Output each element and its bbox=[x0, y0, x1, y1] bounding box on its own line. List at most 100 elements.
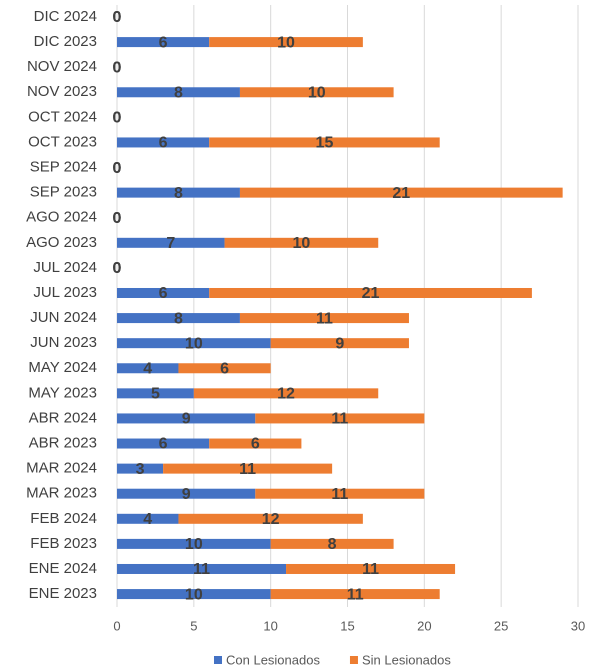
data-label: 0 bbox=[113, 160, 122, 177]
y-tick-label: JUL 2023 bbox=[33, 284, 97, 301]
data-label: 10 bbox=[293, 235, 311, 252]
y-tick-label: AGO 2024 bbox=[26, 209, 97, 226]
data-label: 0 bbox=[113, 59, 122, 76]
data-label: 21 bbox=[362, 285, 380, 302]
x-tick-label: 10 bbox=[263, 618, 277, 633]
data-label: 0 bbox=[113, 110, 122, 127]
bar-segment bbox=[193, 388, 379, 399]
x-tick-label: 20 bbox=[417, 618, 431, 633]
data-label: 5 bbox=[151, 386, 160, 403]
bar-segment bbox=[255, 488, 425, 499]
data-label: 9 bbox=[182, 411, 191, 428]
bar-segment bbox=[117, 563, 287, 574]
y-tick-label: JUN 2023 bbox=[30, 334, 97, 351]
data-label: 9 bbox=[335, 335, 344, 352]
y-tick-label: AGO 2023 bbox=[26, 234, 97, 251]
y-tick-label: ABR 2024 bbox=[29, 409, 97, 426]
bar-segment bbox=[286, 563, 456, 574]
x-tick-label: 30 bbox=[571, 618, 585, 633]
data-label: 11 bbox=[193, 561, 210, 578]
bar-segment bbox=[270, 538, 394, 549]
data-label: 6 bbox=[159, 285, 168, 302]
legend-swatch bbox=[349, 656, 358, 664]
x-tick-label: 25 bbox=[494, 618, 508, 633]
bar-segment bbox=[117, 137, 210, 148]
bar-segment bbox=[117, 287, 210, 298]
legend-label: Con Lesionados bbox=[226, 652, 320, 667]
data-label: 11 bbox=[239, 461, 256, 478]
bar-segment bbox=[117, 338, 271, 349]
data-label: 0 bbox=[113, 160, 122, 177]
data-label: 0 bbox=[113, 210, 122, 227]
bar-segment bbox=[209, 438, 302, 449]
bar-segment bbox=[117, 513, 179, 524]
bar-segment bbox=[178, 513, 363, 524]
legend-swatch bbox=[214, 656, 222, 664]
data-label: 0 bbox=[113, 110, 122, 127]
data-label: 8 bbox=[174, 84, 183, 101]
data-label: 10 bbox=[308, 84, 326, 101]
bar-segment bbox=[239, 313, 409, 324]
bar-segment bbox=[117, 237, 225, 248]
bar-segment bbox=[117, 589, 271, 600]
y-tick-label: JUL 2024 bbox=[33, 259, 97, 276]
data-label: 12 bbox=[262, 511, 280, 528]
bar-segment bbox=[117, 363, 179, 374]
bar-segment bbox=[117, 388, 194, 399]
bar-segment bbox=[117, 538, 271, 549]
y-tick-label: SEP 2023 bbox=[30, 184, 97, 201]
y-tick-label: FEB 2023 bbox=[30, 535, 97, 552]
data-label: 6 bbox=[220, 360, 229, 377]
legend-label: Sin Lesionados bbox=[362, 652, 451, 667]
bar-segment bbox=[117, 488, 256, 499]
y-tick-label: NOV 2024 bbox=[27, 58, 97, 75]
y-tick-label: NOV 2023 bbox=[27, 83, 97, 100]
y-tick-label: DIC 2023 bbox=[34, 33, 97, 50]
data-label: 4 bbox=[143, 511, 152, 528]
bar-segment bbox=[270, 589, 440, 600]
data-label: 9 bbox=[182, 486, 191, 503]
y-tick-label: ENE 2024 bbox=[29, 560, 97, 577]
data-label: 6 bbox=[159, 135, 168, 152]
y-tick-label: OCT 2024 bbox=[28, 108, 97, 125]
data-label: 3 bbox=[136, 461, 145, 478]
data-label: 8 bbox=[174, 310, 183, 327]
data-label: 11 bbox=[362, 561, 379, 578]
x-tick-label: 15 bbox=[340, 618, 354, 633]
bar-segment bbox=[117, 87, 240, 98]
bar-segment bbox=[117, 438, 210, 449]
x-tick-label: 0 bbox=[113, 618, 120, 633]
data-label: 6 bbox=[159, 436, 168, 453]
y-tick-label: OCT 2023 bbox=[28, 133, 97, 150]
data-label: 15 bbox=[316, 135, 334, 152]
bar-segment bbox=[163, 463, 333, 474]
y-tick-label: DIC 2024 bbox=[34, 8, 97, 25]
data-label: 11 bbox=[347, 586, 364, 603]
bar-segment bbox=[117, 413, 256, 424]
bar-segment bbox=[117, 313, 240, 324]
bar-segment bbox=[178, 363, 271, 374]
data-label: 10 bbox=[185, 536, 203, 553]
data-label: 10 bbox=[277, 34, 295, 51]
bar-segment bbox=[255, 413, 425, 424]
bar-segment bbox=[209, 37, 363, 48]
y-tick-label: MAY 2023 bbox=[28, 384, 97, 401]
data-label: 6 bbox=[251, 436, 260, 453]
data-label: 0 bbox=[113, 210, 122, 227]
x-tick-label: 5 bbox=[190, 618, 197, 633]
y-tick-label: MAY 2024 bbox=[28, 359, 97, 376]
bar-segment bbox=[239, 87, 394, 98]
data-label: 11 bbox=[316, 310, 333, 327]
data-label: 10 bbox=[185, 335, 203, 352]
data-label: 0 bbox=[113, 260, 122, 277]
bar-segment bbox=[209, 287, 532, 298]
data-label: 8 bbox=[174, 185, 183, 202]
y-tick-label: MAR 2023 bbox=[26, 485, 97, 502]
bar-segment bbox=[224, 237, 379, 248]
data-label: 4 bbox=[143, 360, 152, 377]
data-label: 7 bbox=[166, 235, 175, 252]
y-tick-label: FEB 2024 bbox=[30, 510, 97, 527]
data-label: 21 bbox=[392, 185, 410, 202]
data-label: 12 bbox=[277, 386, 295, 403]
